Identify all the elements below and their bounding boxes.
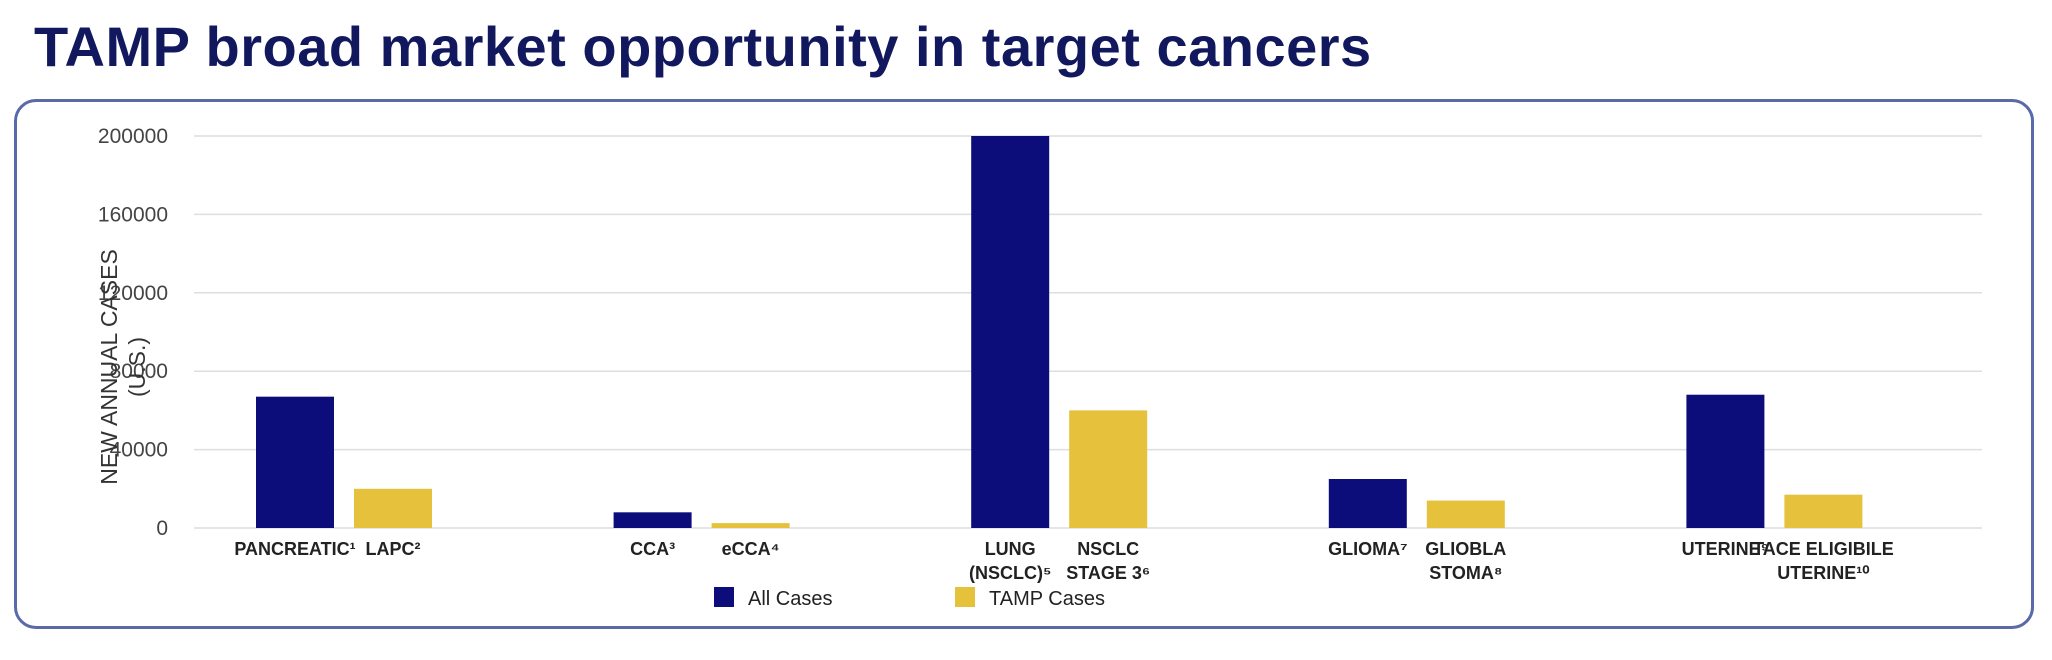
bar-tamp-2 bbox=[1069, 410, 1148, 528]
bar-chart: 0 40000 80000 120000 160000 200000 NEW ANNUAL … bbox=[96, 125, 1982, 610]
bar-all-2 bbox=[971, 136, 1050, 528]
y-axis-label: NEW ANNUAL CASES(U.S.) bbox=[96, 249, 150, 485]
x-category-label: LUNG (NSCLC)⁵ bbox=[969, 539, 1051, 583]
bar-tamp-0 bbox=[354, 488, 432, 528]
bar-all-1 bbox=[613, 512, 692, 528]
bar-all-0 bbox=[256, 396, 334, 528]
legend-swatch-all bbox=[714, 587, 734, 607]
x-category-label: GLIOBLA STOMA⁸ bbox=[1425, 539, 1506, 583]
x-category-label: eCCA⁴ bbox=[722, 539, 780, 559]
x-category-label: GLIOMA⁷ bbox=[1328, 539, 1407, 559]
y-tick-label: 40000 bbox=[110, 439, 168, 462]
x-category-label: LAPC² bbox=[366, 539, 421, 559]
x-category-label: UTERINE⁹ bbox=[1682, 539, 1770, 559]
page-title: TAMP broad market opportunity in target … bbox=[34, 15, 1372, 78]
bar-all-3 bbox=[1328, 479, 1407, 528]
x-category-label: CCA³ bbox=[630, 539, 675, 559]
y-tick-label: 120000 bbox=[98, 282, 168, 305]
y-tick-label: 0 bbox=[156, 517, 168, 540]
legend-label: TAMP Cases bbox=[989, 588, 1105, 610]
x-category-label: TACE ELIGIBILE UTERINE¹⁰ bbox=[1753, 539, 1894, 583]
chart-frame: 0 40000 80000 120000 160000 200000 NEW ANNUAL … bbox=[14, 99, 2034, 629]
x-category-label: PANCREATIC¹ bbox=[234, 539, 355, 559]
bar-tamp-1 bbox=[711, 523, 790, 528]
y-tick-label: 80000 bbox=[110, 360, 168, 383]
y-tick-label: 200000 bbox=[98, 125, 168, 148]
bar-tamp-3 bbox=[1426, 500, 1505, 528]
bar-all-4 bbox=[1686, 394, 1765, 528]
legend-label: All Cases bbox=[748, 588, 832, 610]
bar-tamp-4 bbox=[1784, 494, 1863, 528]
y-tick-label: 160000 bbox=[98, 203, 168, 226]
legend-swatch-tamp bbox=[955, 587, 975, 607]
x-category-label: NSCLC STAGE 3⁶ bbox=[1066, 539, 1150, 583]
